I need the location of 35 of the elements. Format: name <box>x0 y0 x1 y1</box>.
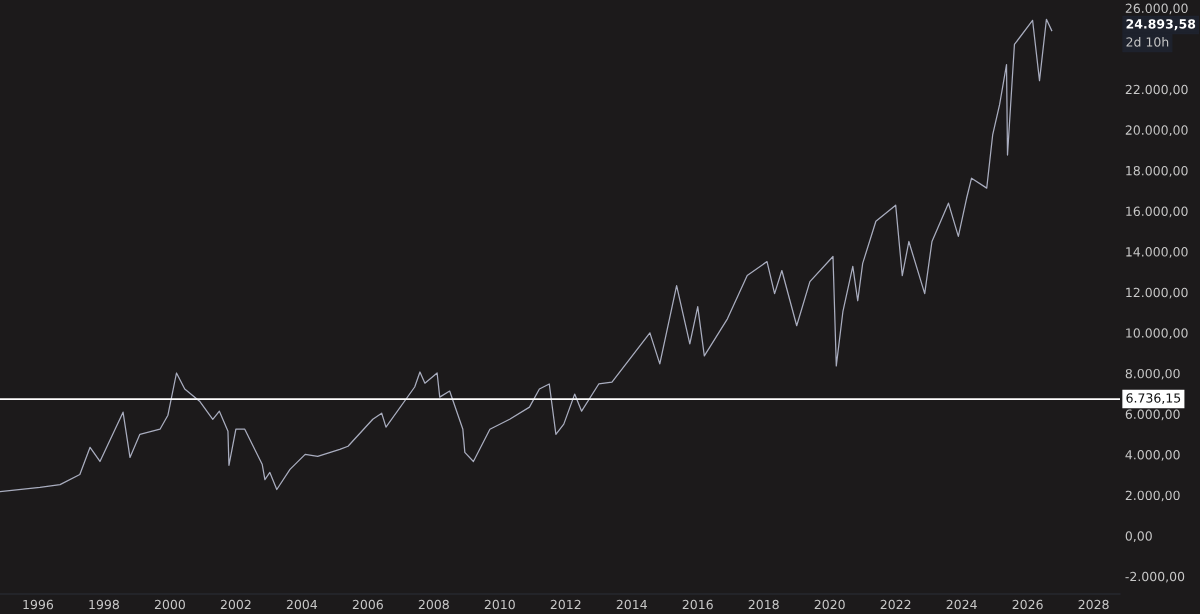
x-tick-label: 2010 <box>484 599 515 610</box>
y-tick-label: 12.000,00 <box>1126 287 1188 299</box>
x-tick-label: 1996 <box>23 599 54 610</box>
line-series <box>0 18 1053 493</box>
text: 24.893,58 <box>1126 19 1196 31</box>
x-tick-label: 2000 <box>154 599 185 610</box>
x-tick-label: 2008 <box>418 599 449 610</box>
x-tick-label: 2016 <box>682 599 713 610</box>
y-tick-label: 16.000,00 <box>1126 206 1188 218</box>
x-tick-label: 1998 <box>89 599 119 610</box>
y-tick-label: 6.000,00 <box>1125 409 1180 421</box>
y-tick-label: 18.000,00 <box>1126 165 1188 177</box>
y-tick-label: 2.000,00 <box>1125 490 1180 502</box>
text: 2d 10h <box>1126 37 1169 47</box>
x-tick-label: 2028 <box>1078 599 1109 610</box>
x-tick-label: 2002 <box>220 599 251 610</box>
y-tick-label: 14.000,00 <box>1126 247 1188 258</box>
x-tick-label: 2020 <box>814 599 845 610</box>
y-tick-label: 0,00 <box>1125 531 1152 542</box>
x-tick-label: 2024 <box>946 599 977 610</box>
y-tick-label: 8.000,00 <box>1125 368 1180 380</box>
y-tick-label: 20.000,00 <box>1125 125 1188 137</box>
x-tick-label: 2004 <box>286 599 318 610</box>
y-tick-label: -2.000,00 <box>1125 571 1185 583</box>
x-tick-label: 2012 <box>550 599 581 610</box>
y-tick-label: 22.000,00 <box>1125 84 1188 96</box>
y-tick-label: 4.000,00 <box>1125 450 1180 461</box>
ref-line-label: 6.736,15 <box>1126 393 1181 404</box>
x-tick-label: 2006 <box>352 599 383 610</box>
x-tick-label: 2014 <box>616 599 647 610</box>
x-tick-label: 2026 <box>1012 599 1043 610</box>
y-tick-label: 10.000,00 <box>1126 328 1188 340</box>
y-tick-label: 26.000,00 <box>1125 3 1188 15</box>
x-tick-label: 2022 <box>880 599 911 610</box>
x-tick-label: 2018 <box>748 599 779 610</box>
